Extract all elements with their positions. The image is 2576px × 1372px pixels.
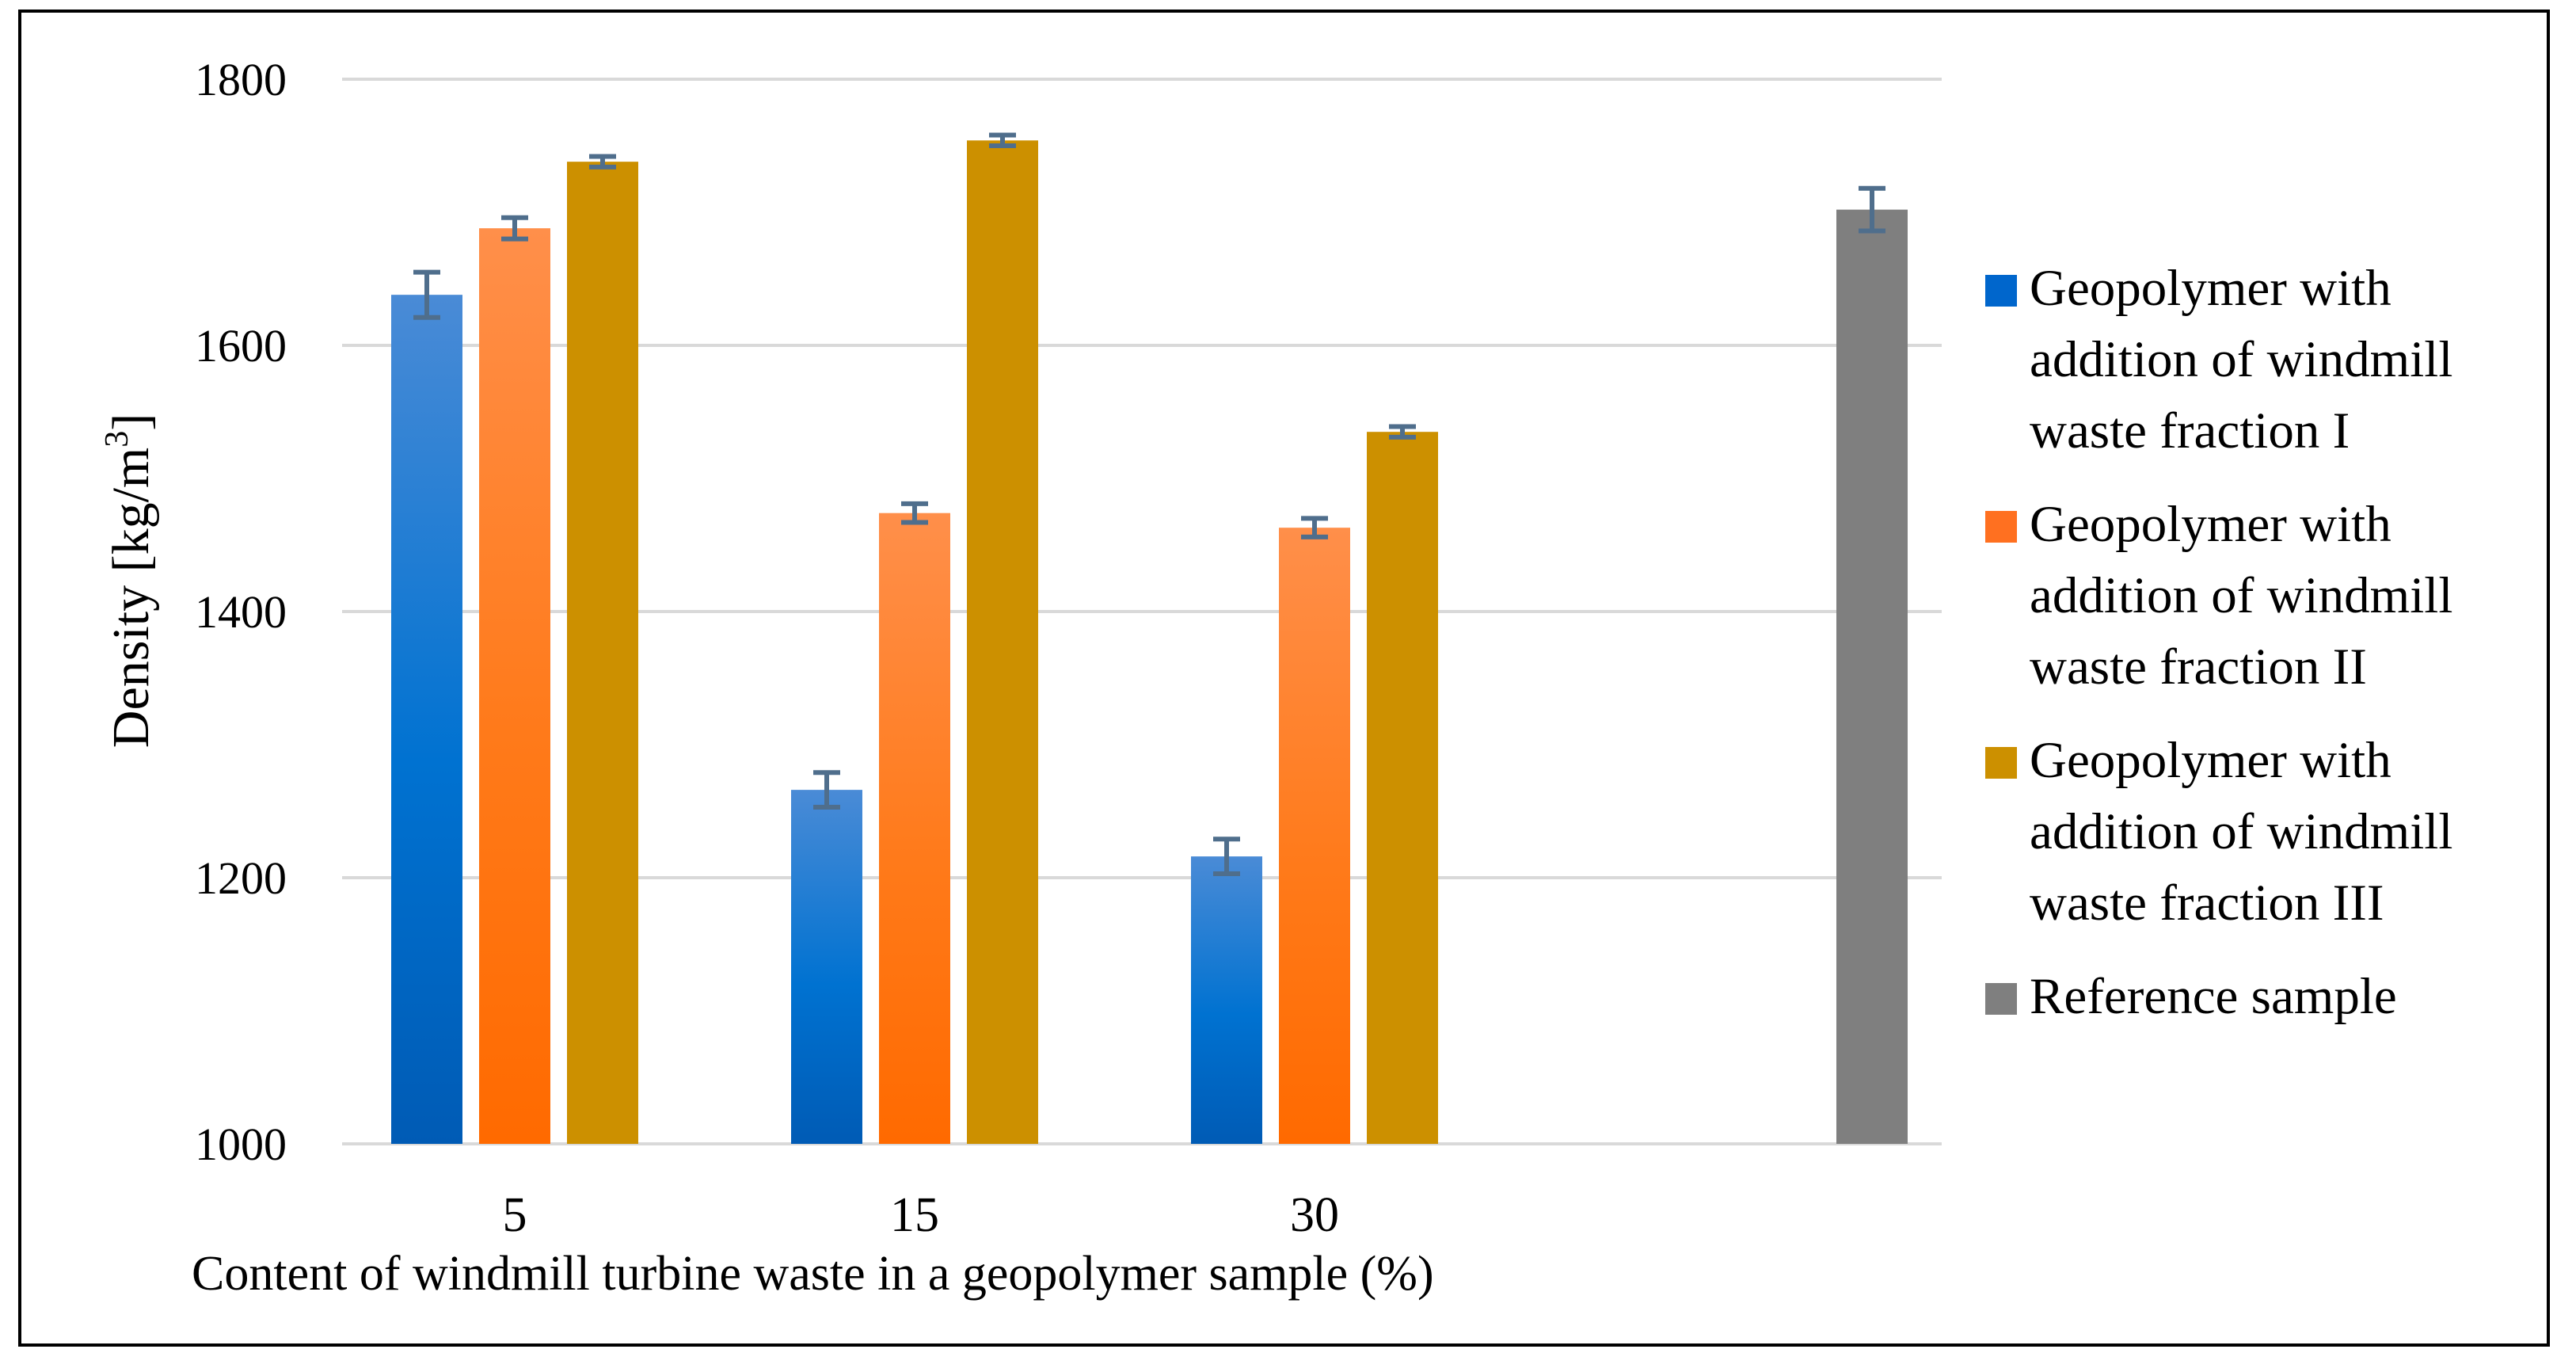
bar (567, 162, 638, 1144)
y-tick-label: 1400 (195, 586, 287, 638)
x-tick-label: 5 (503, 1188, 527, 1242)
legend-swatch (1985, 983, 2017, 1015)
legend-label: Geopolymer with addition of windmill was… (2030, 732, 2453, 932)
error-bar (1301, 516, 1328, 539)
bar-chart: 1000 1200 1400 1600 1800 5 15 30 Density [kg/m… (99, 54, 1942, 1301)
x-tick-label: 15 (890, 1188, 939, 1242)
bar (1279, 528, 1350, 1144)
y-axis-ticks: 1000 1200 1400 1600 1800 (195, 54, 287, 1170)
bar (791, 790, 862, 1144)
y-axis-label: Density [kg/m3] (99, 414, 160, 748)
y-tick-label: 1200 (195, 852, 287, 904)
y-axis-label-end: ] (102, 414, 160, 431)
legend-label: Geopolymer with addition of windmill was… (2030, 260, 2453, 459)
legend-item: Geopolymer with addition of windmill was… (1985, 253, 2555, 467)
legend-item: Geopolymer with addition of windmill was… (1985, 489, 2555, 703)
legend-label: Reference sample (2030, 968, 2397, 1025)
error-bars (413, 132, 1885, 876)
legend-label: Geopolymer with addition of windmill was… (2030, 496, 2453, 696)
error-bar (501, 215, 528, 242)
bar (879, 513, 950, 1144)
bars (391, 140, 1908, 1144)
x-tick-label: 30 (1290, 1188, 1339, 1242)
chart-frame: 1000 1200 1400 1600 1800 5 15 30 Density [kg/m… (18, 10, 2550, 1347)
x-axis-ticks: 5 15 30 (503, 1188, 1340, 1242)
y-tick-label: 1800 (195, 54, 287, 105)
error-bar (589, 154, 616, 170)
legend-item: Reference sample (1985, 961, 2555, 1032)
bar (1191, 856, 1262, 1144)
y-axis-label-main: Density [kg/m (102, 448, 160, 748)
error-bar (413, 269, 440, 320)
y-axis-label-superscript: 3 (99, 431, 135, 448)
bar (1367, 432, 1438, 1144)
legend-item: Geopolymer with addition of windmill was… (1985, 725, 2555, 939)
bar (479, 228, 550, 1144)
error-bar (901, 501, 928, 525)
bar (1836, 209, 1908, 1144)
y-tick-label: 1600 (195, 320, 287, 372)
legend: Geopolymer with addition of windmill was… (1985, 253, 2555, 1054)
error-bar (1213, 837, 1240, 876)
error-bar (989, 132, 1016, 148)
x-axis-label: Content of windmill turbine waste in a g… (192, 1247, 1434, 1301)
legend-swatch (1985, 275, 2017, 307)
error-bar (813, 770, 840, 810)
y-tick-label: 1000 (195, 1119, 287, 1170)
bar (391, 295, 462, 1144)
error-bar (1389, 424, 1416, 440)
bar (967, 140, 1038, 1144)
error-bar (1859, 185, 1885, 234)
legend-swatch (1985, 511, 2017, 543)
legend-swatch (1985, 747, 2017, 779)
